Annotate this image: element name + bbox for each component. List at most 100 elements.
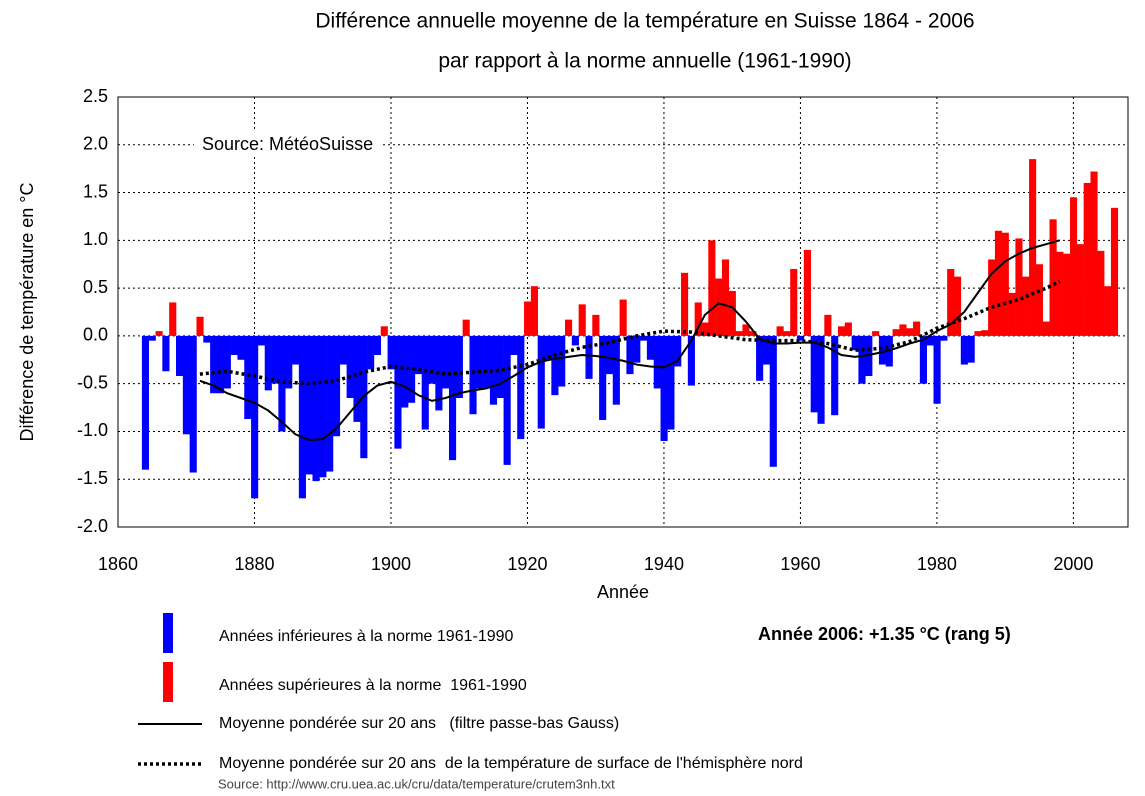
bar: [906, 328, 914, 336]
bar: [633, 335, 641, 363]
bar: [837, 326, 846, 336]
bar: [1035, 264, 1043, 336]
bar: [735, 331, 743, 336]
bar: [926, 335, 934, 346]
trend-line: [199, 239, 1061, 442]
bar: [687, 335, 695, 386]
bar: [353, 335, 361, 422]
bar: [169, 302, 177, 336]
bar: [496, 335, 504, 398]
bar: [373, 335, 382, 355]
bar: [530, 286, 538, 336]
bar: [592, 314, 600, 336]
bar: [742, 324, 750, 336]
bar: [1049, 219, 1057, 336]
bar: [803, 249, 811, 336]
annotation: Année 2006: +1.35 °C (rang 5): [758, 624, 1011, 644]
bar: [326, 335, 334, 472]
y-tick-label: 1.5: [83, 181, 108, 201]
bar: [483, 335, 491, 389]
bar: [892, 329, 900, 336]
bar: [442, 335, 450, 389]
bar: [1104, 286, 1112, 336]
bar: [216, 335, 225, 394]
bar: [271, 335, 279, 384]
y-tick-label: -1.0: [77, 420, 108, 440]
plot-frame: [117, 96, 1129, 528]
x-axis-label: Année: [597, 582, 649, 602]
y-axis-label: Différence de température en °C: [17, 182, 37, 441]
bar: [640, 335, 648, 341]
bar: [619, 299, 627, 336]
bar: [585, 335, 593, 379]
bar: [776, 326, 784, 336]
bar: [312, 335, 320, 482]
x-tick-label: 1980: [917, 554, 957, 574]
bar: [298, 335, 306, 499]
bar: [612, 335, 620, 405]
legend-label: Moyenne pondérée sur 20 ans (filtre pass…: [219, 715, 619, 732]
bar: [278, 335, 286, 432]
x-tick-label: 1960: [780, 554, 820, 574]
bar: [469, 335, 477, 415]
legend-swatch: [163, 662, 173, 702]
y-tick-label: 0.5: [83, 277, 108, 297]
bar: [503, 335, 511, 465]
bar: [933, 335, 941, 404]
bar: [681, 272, 689, 336]
bar: [264, 335, 272, 391]
bar: [1001, 232, 1009, 336]
bar: [257, 335, 266, 346]
bar: [878, 335, 887, 365]
bar: [1097, 250, 1105, 336]
bar: [1110, 207, 1119, 336]
bar: [599, 335, 607, 420]
bar: [510, 335, 518, 355]
bar: [994, 230, 1003, 336]
bar: [414, 335, 422, 375]
bar: [940, 335, 948, 341]
bar: [141, 335, 150, 470]
x-tick-label: 1940: [644, 554, 684, 574]
bar: [387, 335, 395, 370]
bar: [428, 335, 436, 384]
bar: [558, 335, 566, 387]
bar: [319, 335, 327, 478]
legend-label: Années supérieures à la norme 1961-1990: [219, 677, 527, 694]
legend-swatch: [163, 613, 173, 653]
bar: [162, 335, 170, 372]
bar: [762, 335, 771, 365]
chart-title: par rapport à la norme annuelle (1961-19…: [438, 50, 851, 73]
bar: [974, 331, 982, 336]
y-tick-label: -0.5: [77, 372, 108, 392]
bar: [203, 335, 211, 343]
bar: [148, 335, 156, 341]
bar: [564, 319, 573, 336]
bar: [1056, 251, 1064, 336]
bar: [176, 335, 184, 377]
bar: [653, 335, 661, 389]
bar: [1090, 171, 1098, 336]
bar: [196, 316, 204, 336]
bar: [401, 335, 409, 408]
bar: [367, 335, 375, 370]
bar: [155, 331, 163, 336]
bar: [851, 335, 859, 351]
bar: [1083, 183, 1091, 336]
trend-line: [199, 279, 1061, 386]
bar: [448, 335, 457, 461]
y-tick-label: -1.5: [77, 468, 108, 488]
bar: [728, 290, 736, 336]
bar: [749, 331, 757, 336]
bar: [769, 335, 777, 467]
x-tick-label: 1860: [98, 554, 138, 574]
bar: [223, 335, 231, 389]
x-tick-label: 1920: [507, 554, 547, 574]
bar: [237, 335, 245, 360]
bar: [810, 335, 818, 413]
bar: [394, 335, 402, 449]
bar: [708, 240, 716, 336]
bar: [524, 301, 532, 336]
bar: [872, 331, 880, 336]
